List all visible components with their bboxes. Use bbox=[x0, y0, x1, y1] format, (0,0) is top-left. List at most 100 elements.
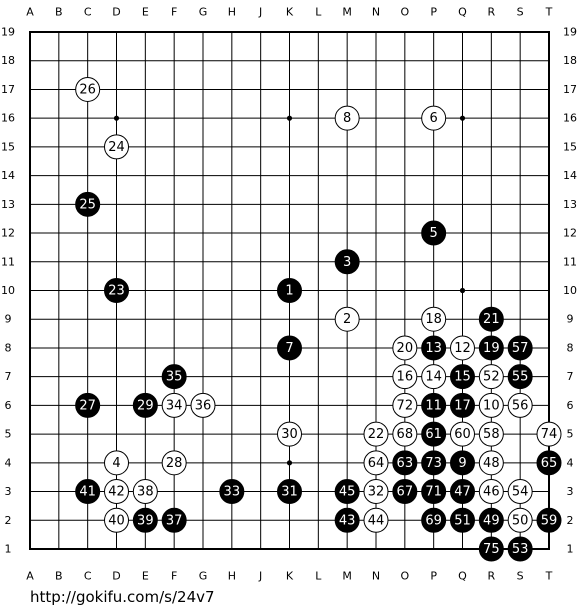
move-number: 28 bbox=[166, 456, 183, 471]
stone: 30 bbox=[277, 421, 302, 447]
stone-disc bbox=[450, 392, 475, 418]
stone-disc bbox=[363, 421, 389, 447]
stone-disc bbox=[478, 421, 504, 447]
stone: 63 bbox=[392, 450, 418, 476]
column-label: J bbox=[258, 6, 262, 19]
stone: 64 bbox=[363, 450, 389, 476]
column-label: L bbox=[315, 570, 322, 583]
row-label: 9 bbox=[5, 313, 12, 326]
move-number: 31 bbox=[281, 485, 298, 500]
stone-disc bbox=[450, 364, 475, 390]
stone: 58 bbox=[478, 421, 504, 447]
move-number: 71 bbox=[425, 485, 442, 500]
row-label: 7 bbox=[567, 370, 574, 383]
stone-disc bbox=[277, 278, 302, 303]
move-number: 11 bbox=[425, 398, 442, 413]
move-number: 8 bbox=[343, 111, 351, 126]
move-number: 63 bbox=[397, 456, 414, 471]
move-number: 47 bbox=[454, 485, 471, 500]
move-number: 36 bbox=[195, 398, 212, 413]
row-label: 16 bbox=[1, 112, 15, 125]
move-number: 23 bbox=[108, 284, 125, 299]
row-label: 4 bbox=[567, 456, 574, 469]
stone-disc bbox=[478, 536, 504, 562]
column-label: A bbox=[26, 6, 34, 19]
stone-disc bbox=[334, 306, 360, 332]
column-label: N bbox=[372, 6, 380, 19]
move-number: 20 bbox=[397, 341, 414, 356]
stone: 72 bbox=[392, 392, 418, 418]
move-number: 50 bbox=[512, 513, 529, 528]
column-label: K bbox=[286, 6, 294, 19]
column-label: O bbox=[400, 6, 409, 19]
stone: 55 bbox=[507, 364, 533, 390]
stone-disc bbox=[421, 507, 447, 533]
stone: 17 bbox=[450, 392, 475, 418]
stone: 13 bbox=[421, 335, 447, 361]
stone: 20 bbox=[392, 335, 418, 361]
column-label: M bbox=[342, 6, 352, 19]
stone-disc bbox=[478, 507, 504, 533]
row-label: 1 bbox=[567, 543, 574, 556]
row-label: 12 bbox=[1, 227, 15, 240]
stone-disc bbox=[478, 306, 504, 332]
move-number: 13 bbox=[425, 341, 442, 356]
move-number: 6 bbox=[430, 111, 438, 126]
stone: 16 bbox=[392, 364, 418, 390]
stone: 46 bbox=[478, 479, 504, 505]
stone-disc bbox=[478, 479, 504, 505]
move-number: 30 bbox=[281, 427, 298, 442]
stone: 43 bbox=[334, 507, 360, 533]
move-number: 16 bbox=[397, 370, 414, 385]
stone: 18 bbox=[421, 306, 447, 332]
column-label: Q bbox=[458, 570, 467, 583]
stone-disc bbox=[536, 507, 562, 533]
row-label: 3 bbox=[5, 485, 12, 498]
move-number: 1 bbox=[285, 284, 293, 299]
stone: 44 bbox=[363, 507, 389, 533]
stone: 1 bbox=[277, 278, 302, 303]
move-number: 41 bbox=[79, 485, 96, 500]
stone-disc bbox=[536, 421, 562, 447]
stone-disc bbox=[478, 450, 504, 476]
stone-disc bbox=[421, 306, 447, 332]
move-number: 24 bbox=[108, 140, 125, 155]
move-number: 37 bbox=[166, 513, 183, 528]
stone: 67 bbox=[392, 479, 418, 505]
star-point bbox=[286, 115, 293, 121]
stone-disc bbox=[363, 479, 389, 505]
stone-disc bbox=[392, 450, 418, 476]
stone: 60 bbox=[450, 421, 475, 447]
move-number: 72 bbox=[397, 398, 414, 413]
stone-disc bbox=[421, 450, 447, 476]
stone-disc bbox=[104, 134, 129, 160]
row-label: 10 bbox=[563, 284, 577, 297]
stone: 37 bbox=[161, 507, 187, 533]
stone-disc bbox=[478, 335, 504, 361]
move-number: 58 bbox=[483, 427, 500, 442]
stone-disc bbox=[450, 335, 475, 361]
move-number: 35 bbox=[166, 370, 183, 385]
stone: 22 bbox=[363, 421, 389, 447]
move-number: 44 bbox=[368, 513, 385, 528]
stone-disc bbox=[104, 278, 129, 303]
stone-disc bbox=[334, 249, 360, 275]
stone-disc bbox=[536, 450, 562, 476]
stone-disc bbox=[75, 76, 101, 102]
stone-disc bbox=[478, 364, 504, 390]
move-number: 9 bbox=[458, 456, 466, 471]
row-label: 19 bbox=[563, 26, 577, 39]
stone: 5 bbox=[421, 220, 447, 246]
move-number: 25 bbox=[79, 197, 96, 212]
stone: 11 bbox=[421, 392, 447, 418]
stone-disc bbox=[421, 479, 447, 505]
stone: 24 bbox=[104, 134, 129, 160]
row-label: 11 bbox=[563, 255, 577, 268]
row-label: 7 bbox=[5, 370, 12, 383]
move-number: 55 bbox=[512, 370, 529, 385]
stone-disc bbox=[75, 479, 101, 505]
stone: 33 bbox=[219, 479, 245, 505]
column-label: T bbox=[545, 6, 553, 19]
stone-disc bbox=[507, 335, 533, 361]
